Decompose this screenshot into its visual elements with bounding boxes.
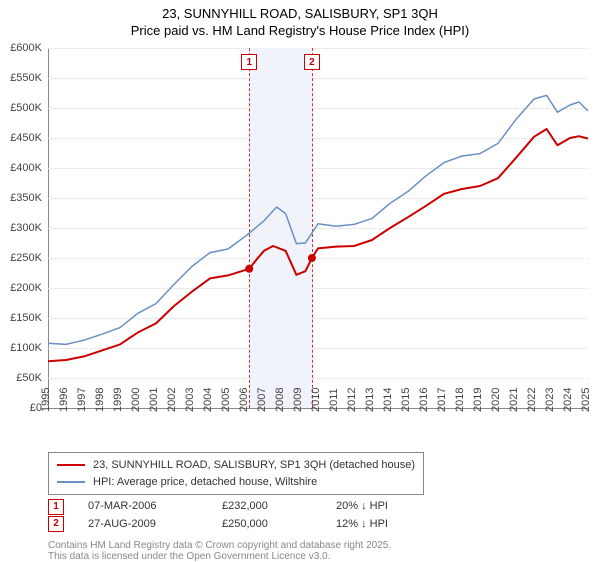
legend-item: HPI: Average price, detached house, Wilt… [57,474,415,491]
legend-label: 23, SUNNYHILL ROAD, SALISBURY, SP1 3QH (… [93,457,415,474]
event-price: £232,000 [222,498,312,516]
footer-line1: Contains HM Land Registry data © Crown c… [48,540,391,551]
x-tick-label: 2010 [310,388,322,412]
y-tick-label: £150K [10,312,42,324]
x-tick-label: 2008 [274,388,286,412]
event-badge: 1 [48,499,64,515]
x-tick-label: 2003 [184,388,196,412]
legend-swatch [57,481,85,483]
y-tick-label: £500K [10,102,42,114]
y-tick-label: £250K [10,252,42,264]
x-tick-label: 2024 [562,388,574,412]
chart-container: 23, SUNNYHILL ROAD, SALISBURY, SP1 3QH P… [0,0,600,560]
event-date: 27-AUG-2009 [88,516,198,534]
event-row: 1 07-MAR-2006 £232,000 20% ↓ HPI [48,498,456,516]
x-tick-label: 2021 [508,388,520,412]
x-tick-label: 1995 [40,388,52,412]
series-price_paid [48,129,588,361]
y-tick-label: £100K [10,342,42,354]
x-tick-label: 2007 [256,388,268,412]
footer: Contains HM Land Registry data © Crown c… [48,540,391,562]
event-table: 1 07-MAR-2006 £232,000 20% ↓ HPI 2 27-AUG-200… [48,498,456,533]
chart-area: 12 £0£50K£100K£150K£200K£250K£300K£350K£… [48,48,588,408]
y-tick-label: £400K [10,162,42,174]
series-hpi [48,95,588,344]
x-tick-label: 1998 [94,388,106,412]
x-tick-label: 2009 [292,388,304,412]
title-line2: Price paid vs. HM Land Registry's House … [0,23,600,40]
y-tick-label: £200K [10,282,42,294]
y-tick-label: £550K [10,72,42,84]
x-tick-label: 2020 [490,388,502,412]
series-lines [48,48,588,408]
x-tick-label: 2011 [328,388,340,412]
x-tick-label: 1997 [76,388,88,412]
title-block: 23, SUNNYHILL ROAD, SALISBURY, SP1 3QH P… [0,0,600,40]
x-tick-label: 2022 [526,388,538,412]
x-tick-label: 2025 [580,388,592,412]
x-tick-label: 1999 [112,388,124,412]
legend-swatch [57,464,85,466]
event-badge: 2 [48,516,64,532]
legend: 23, SUNNYHILL ROAD, SALISBURY, SP1 3QH (… [48,452,424,495]
x-tick-label: 2000 [130,388,142,412]
y-tick-label: £50K [16,372,42,384]
event-delta: 12% ↓ HPI [336,516,456,534]
event-price: £250,000 [222,516,312,534]
x-tick-label: 2005 [220,388,232,412]
legend-item: 23, SUNNYHILL ROAD, SALISBURY, SP1 3QH (… [57,457,415,474]
x-tick-label: 2016 [418,388,430,412]
footer-line2: This data is licensed under the Open Gov… [48,551,391,562]
x-tick-label: 2001 [148,388,160,412]
x-tick-label: 2004 [202,388,214,412]
x-tick-label: 2014 [382,388,394,412]
series-marker [245,265,253,273]
x-tick-label: 2019 [472,388,484,412]
event-row: 2 27-AUG-2009 £250,000 12% ↓ HPI [48,516,456,534]
x-tick-label: 2018 [454,388,466,412]
x-tick-label: 2013 [364,388,376,412]
event-date: 07-MAR-2006 [88,498,198,516]
x-tick-label: 2002 [166,388,178,412]
x-tick-label: 2023 [544,388,556,412]
y-tick-label: £450K [10,132,42,144]
y-tick-label: £350K [10,192,42,204]
x-tick-label: 2017 [436,388,448,412]
x-tick-label: 2012 [346,388,358,412]
x-tick-label: 1996 [58,388,70,412]
title-line1: 23, SUNNYHILL ROAD, SALISBURY, SP1 3QH [0,6,600,23]
series-marker [308,254,316,262]
x-tick-label: 2006 [238,388,250,412]
y-tick-label: £300K [10,222,42,234]
event-delta: 20% ↓ HPI [336,498,456,516]
y-tick-label: £600K [10,42,42,54]
legend-label: HPI: Average price, detached house, Wilt… [93,474,317,491]
x-tick-label: 2015 [400,388,412,412]
